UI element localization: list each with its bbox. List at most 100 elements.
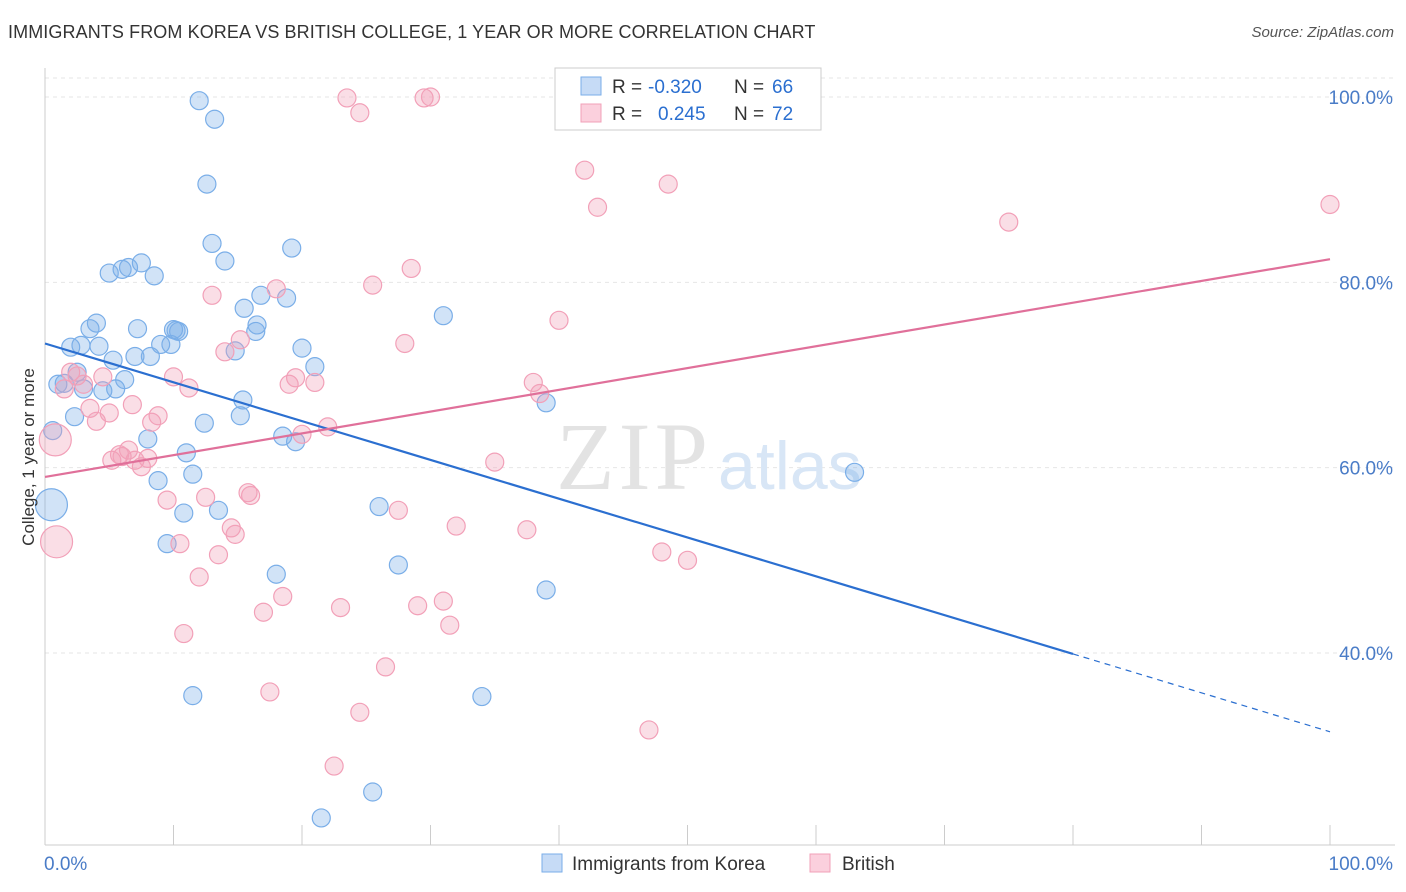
british-point	[549, 310, 569, 330]
korea-point	[194, 413, 214, 433]
legend-british-n-label: N =	[734, 104, 764, 125]
british-point	[93, 367, 113, 387]
british-point	[677, 550, 698, 570]
british-point	[148, 406, 168, 426]
series-legend: Immigrants from Korea British	[541, 853, 895, 875]
legend-british-r-label: R =	[612, 104, 642, 125]
korea-point	[183, 464, 203, 484]
watermark-zip: ZIP	[556, 403, 712, 510]
korea-point	[197, 174, 217, 194]
korea-point	[369, 496, 389, 517]
legend-korea-n-value: 66	[772, 77, 793, 98]
legend-british-r-value: 0.245	[658, 104, 706, 125]
british-point	[122, 395, 142, 415]
source-label: Source: ZipAtlas.com	[1251, 24, 1394, 41]
korea-point	[208, 500, 229, 520]
legend-korea-n-label: N =	[734, 77, 764, 98]
british-point	[652, 542, 672, 562]
british-point	[440, 615, 460, 635]
british-point	[420, 87, 441, 107]
british-point	[401, 258, 421, 279]
korea-point	[148, 471, 168, 491]
british-point	[375, 657, 396, 677]
british-point	[208, 545, 229, 565]
correlation-legend: R = -0.320 N = 66 R = 0.245 N = 72	[554, 67, 822, 131]
y-tick-label: 100.0%	[1329, 88, 1394, 109]
korea-point	[292, 338, 312, 358]
x-tick-label: 0.0%	[44, 854, 87, 875]
korea-point	[536, 580, 556, 600]
british-point	[414, 88, 434, 108]
british-point	[99, 403, 119, 423]
legend-british-n-value: 72	[772, 104, 793, 125]
legend-bottom-korea-label: Immigrants from Korea	[572, 854, 766, 875]
korea-point	[151, 334, 171, 355]
korea-point	[112, 259, 132, 279]
legend-korea-r-value: -0.320	[648, 77, 702, 98]
british-point	[999, 212, 1019, 232]
korea-point	[174, 503, 194, 523]
korea-point	[64, 407, 85, 427]
british-point	[285, 368, 306, 388]
british-point	[260, 682, 280, 702]
y-tick-label: 80.0%	[1339, 273, 1393, 294]
korea-point	[246, 321, 266, 342]
tick-labels: 100.0% 80.0% 60.0% 40.0% 0.0% 100.0%	[44, 88, 1393, 875]
british-point	[639, 720, 659, 740]
british-point	[39, 525, 74, 559]
korea-point	[34, 488, 69, 522]
korea-point	[285, 432, 306, 452]
british-point	[388, 500, 408, 520]
british-point	[157, 490, 177, 510]
korea-trend-line	[44, 342, 1074, 655]
y-tick-label: 40.0%	[1339, 644, 1393, 665]
british-point	[238, 483, 258, 503]
korea-point	[282, 238, 302, 258]
korea-point	[536, 393, 556, 413]
korea-point	[86, 313, 107, 333]
british-point	[253, 602, 274, 622]
british-point	[350, 103, 370, 123]
british-point	[324, 756, 344, 776]
korea-point	[202, 233, 222, 254]
british-point	[230, 330, 250, 350]
korea-point	[247, 315, 267, 335]
korea-point	[266, 564, 286, 584]
korea-point	[311, 808, 331, 828]
british-point	[215, 342, 235, 362]
british-point	[350, 702, 370, 722]
korea-point	[388, 555, 408, 575]
watermark-atlas: atlas	[718, 428, 862, 504]
british-point	[225, 524, 245, 544]
korea-point	[472, 686, 492, 707]
british-point	[330, 597, 351, 618]
korea-point	[169, 321, 189, 342]
korea-point	[363, 782, 383, 802]
grid-lines	[45, 77, 1395, 654]
british-point	[170, 534, 190, 554]
british-point	[363, 275, 383, 295]
british-point	[433, 591, 453, 611]
korea-point	[205, 109, 225, 129]
british-point	[38, 423, 72, 457]
british-point	[658, 174, 678, 194]
british-trend-line	[44, 258, 1331, 479]
british-point	[575, 160, 595, 180]
british-point	[337, 88, 357, 108]
korea-point	[138, 429, 158, 449]
british-point	[174, 623, 194, 644]
trend-lines	[44, 258, 1331, 733]
korea-point	[144, 266, 164, 286]
legend-korea-swatch	[580, 76, 602, 96]
legend-bottom-british-swatch	[809, 853, 831, 873]
british-point	[266, 279, 286, 299]
british-point	[1320, 194, 1340, 215]
chart-title: IMMIGRANTS FROM KOREA VS BRITISH COLLEGE…	[8, 22, 816, 42]
korea-point	[115, 370, 135, 390]
british-point	[189, 567, 209, 587]
korea-point	[215, 251, 235, 271]
watermark: ZIP atlas	[556, 403, 862, 510]
korea-trend-extension	[1072, 653, 1331, 733]
korea-point	[844, 462, 865, 482]
british-point	[305, 372, 325, 393]
